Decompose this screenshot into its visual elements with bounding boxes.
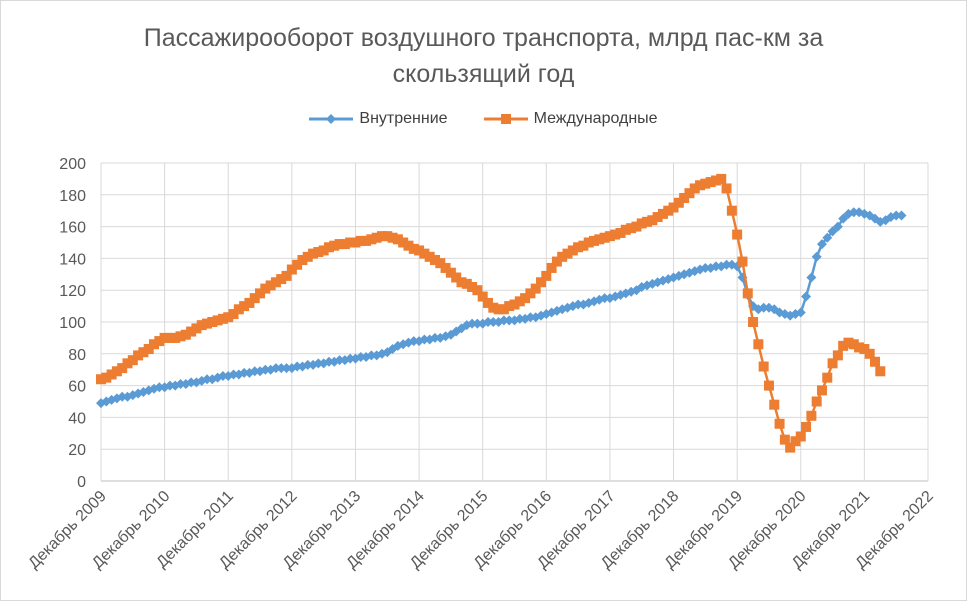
legend-item-domestic: Внутренние xyxy=(309,110,448,128)
series-domestic xyxy=(96,207,907,409)
legend-label-domestic: Внутренние xyxy=(359,110,448,127)
y-tick-label: 20 xyxy=(68,442,86,459)
chart-title-line-2: скользящий год xyxy=(392,60,575,88)
series-international xyxy=(96,173,886,453)
y-tick-label: 140 xyxy=(59,251,86,268)
y-tick-label: 80 xyxy=(68,347,86,364)
square-marker-icon xyxy=(483,114,528,124)
y-tick-label: 40 xyxy=(68,410,86,427)
data-series xyxy=(96,173,907,453)
y-tick-label: 120 xyxy=(59,283,86,300)
legend-label-international: Международные xyxy=(533,110,658,127)
chart-title-line-1: Пассажирооборот воздушного транспорта, м… xyxy=(143,24,824,52)
y-tick-label: 0 xyxy=(77,474,86,491)
y-axis-ticks: 0 20 40 60 80 100 120 140 160 180 200 xyxy=(59,156,86,491)
y-tick-label: 200 xyxy=(59,156,86,173)
diamond-marker-icon xyxy=(309,114,354,124)
y-tick-label: 180 xyxy=(59,188,86,205)
y-tick-label: 160 xyxy=(59,220,86,237)
chart-title: Пассажирооборот воздушного транспорта, м… xyxy=(0,20,967,92)
y-tick-label: 60 xyxy=(68,379,86,396)
y-tick-label: 100 xyxy=(59,315,86,332)
legend-item-international: Международные xyxy=(483,110,658,128)
chart-legend: Внутренние Международные xyxy=(0,110,967,128)
